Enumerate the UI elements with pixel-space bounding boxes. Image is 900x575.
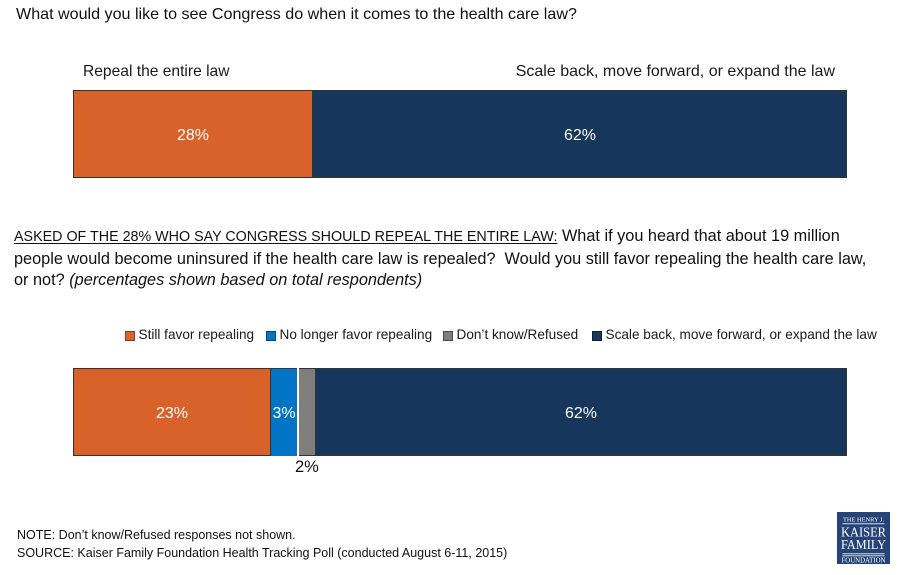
svg-text:KAISER: KAISER <box>841 526 887 541</box>
svg-text:FAMILY: FAMILY <box>841 538 886 553</box>
svg-text:THE HENRY J.: THE HENRY J. <box>843 517 884 524</box>
svg-text:FOUNDATION: FOUNDATION <box>842 557 887 565</box>
